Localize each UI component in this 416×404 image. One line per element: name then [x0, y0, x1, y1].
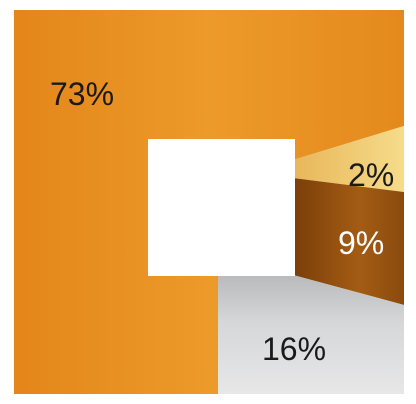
slice-9	[293, 178, 404, 305]
slice-2	[293, 126, 404, 192]
slice-label-9: 9%	[338, 225, 384, 261]
slice-label-2: 2%	[348, 157, 394, 193]
slice-label-73: 73%	[50, 76, 114, 112]
center-hole	[148, 139, 295, 276]
slice-16	[218, 275, 404, 394]
slice-label-16: 16%	[262, 331, 326, 367]
